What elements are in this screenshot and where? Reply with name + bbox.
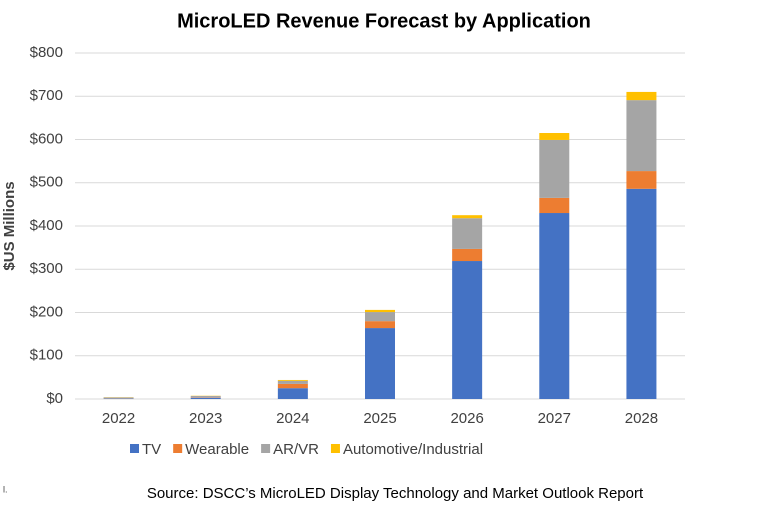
bar-segment [626,100,657,172]
y-tick-label: $800 [30,44,63,61]
bar-segment [539,133,570,140]
bar-segment [190,397,221,399]
bar-segment [539,139,570,198]
x-tick-label: 2027 [538,410,571,427]
y-tick-label: $400 [30,217,63,234]
legend-label: Wearable [185,441,249,458]
bar-segment [539,197,570,214]
legend-swatch [261,444,271,453]
bar-segment [452,218,483,249]
legend-label: TV [142,441,161,458]
bar-segment [452,261,483,399]
legend-label: AR/VR [273,441,319,458]
legend-swatch [130,444,139,453]
legend-swatch [173,444,183,453]
x-tick-label: 2028 [625,410,658,427]
bar-segment [277,379,308,381]
bar-segment [103,397,134,399]
y-tick-label: $700 [30,87,63,104]
x-tick-label: 2025 [363,410,396,427]
y-tick-label: $200 [30,303,63,320]
legend-swatch [330,444,340,453]
bar-segment [626,91,657,101]
bar-segment [277,383,308,389]
y-tick-label: $0 [46,390,63,407]
y-tick-label: $600 [30,130,63,147]
y-tick-label: $100 [30,347,63,364]
chart-title: MicroLED Revenue Forecast by Application [177,10,591,32]
legend-label: Automotive/Industrial [343,441,483,458]
x-tick-label: 2026 [450,410,483,427]
y-axis-title: $US Millions [1,181,18,270]
y-tick-label: $500 [30,174,63,191]
bar-segment [626,171,657,189]
bar-segment [190,395,221,398]
bar-segment [626,188,657,399]
bar-segment [452,248,483,262]
bar-segment [365,312,395,322]
bar-segment [365,328,395,399]
bar-segment [452,215,483,219]
source-note: Source: DSCC’s MicroLED Display Technolo… [147,485,644,502]
y-tick-label: $300 [30,260,63,277]
x-tick-label: 2022 [102,410,135,427]
bar-segment [539,213,570,399]
bar-segment [277,388,308,399]
text-fragment: l. [3,484,8,494]
x-tick-label: 2023 [189,410,222,427]
bar-segment [365,309,395,313]
x-tick-label: 2024 [276,410,309,427]
bar-segment [365,321,395,329]
bar-segment [277,380,308,384]
